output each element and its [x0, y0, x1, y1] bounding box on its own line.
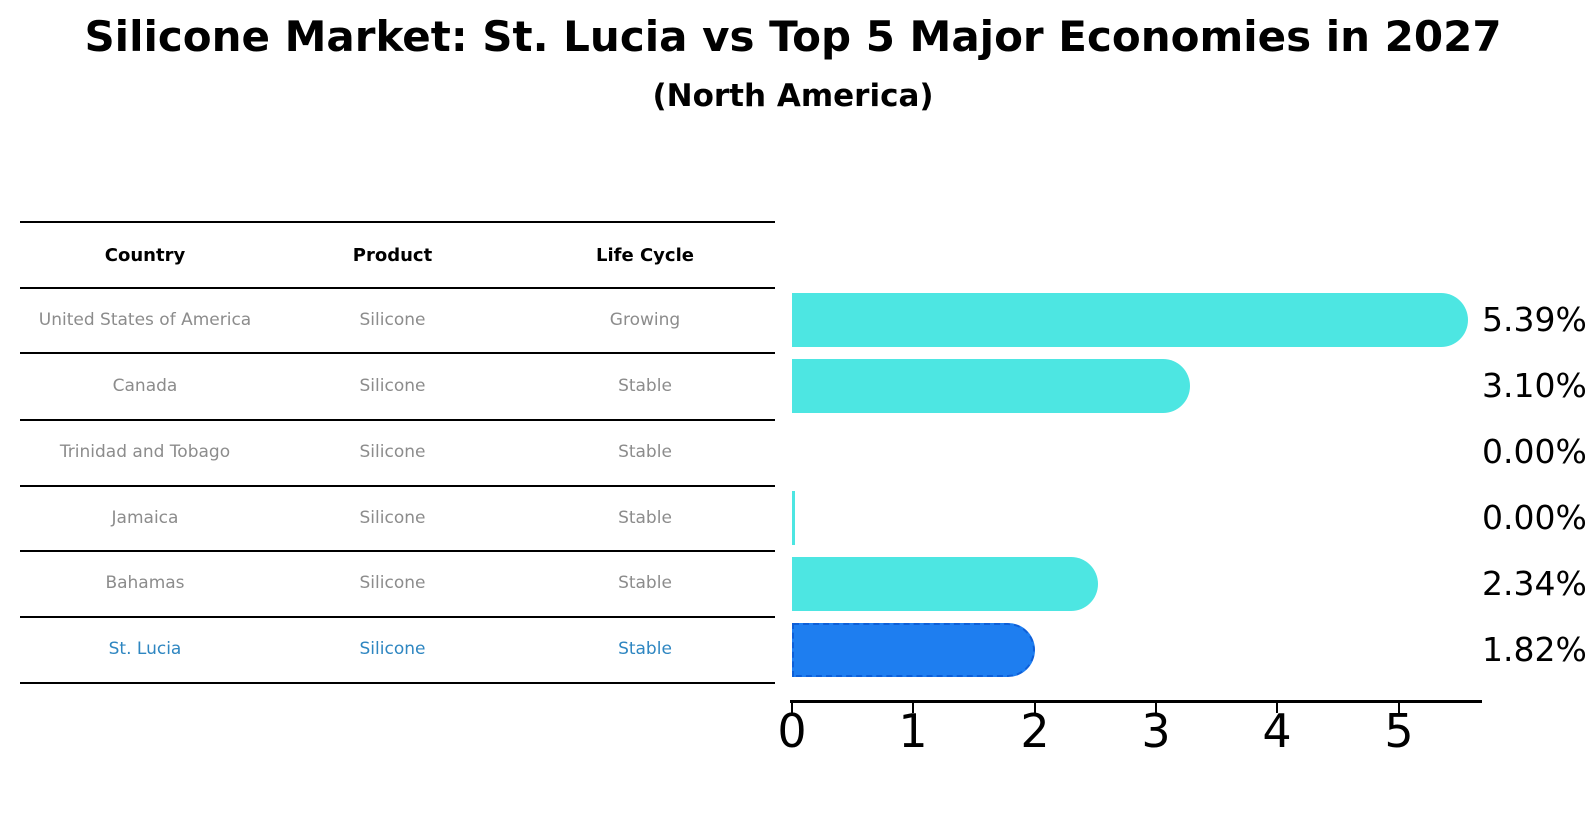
table-rule	[20, 287, 775, 289]
life-cycle-cell: Stable	[618, 375, 672, 396]
life-cycle-cell: Stable	[618, 507, 672, 528]
bar-value-label: 5.39%	[1482, 300, 1586, 339]
bar-value-label: 3.10%	[1482, 366, 1586, 405]
table-row-jamaica: Jamaica Silicone Stable	[20, 488, 775, 547]
table-rule	[20, 419, 775, 421]
table-rule	[20, 682, 775, 684]
life-cycle-cell: Stable	[618, 442, 672, 462]
x-axis-tick-label: 1	[898, 704, 928, 758]
table-rule	[20, 485, 775, 487]
bar-value-label: 1.82%	[1482, 630, 1586, 669]
x-axis-tick-label: 3	[1141, 704, 1171, 758]
bar-canada	[792, 359, 1190, 413]
country-cell: United States of America	[38, 310, 252, 330]
table-rule	[20, 221, 775, 223]
bar-value-label: 0.00%	[1482, 498, 1586, 537]
bar-value-label: 0.00%	[1482, 432, 1586, 471]
table-row-trinidad-and-tobago: Trinidad and Tobago Silicone Stable	[20, 422, 775, 482]
x-axis-line	[790, 700, 1482, 703]
life-cycle-cell: Stable	[618, 573, 672, 593]
x-axis-tick-label: 2	[1020, 704, 1050, 758]
life-cycle-cell: Growing	[609, 310, 681, 330]
country-cell: Bahamas	[105, 573, 185, 593]
chart-subtitle: (North America)	[652, 78, 934, 114]
x-axis-tick	[1276, 700, 1278, 713]
table-row-bahamas: Bahamas Silicone Stable	[20, 553, 775, 613]
product-cell: Silicone	[359, 310, 426, 330]
table-rule	[20, 352, 775, 354]
country-cell: Canada	[112, 375, 178, 396]
product-cell: Silicone	[359, 375, 426, 396]
table-row-canada: Canada Silicone Stable	[20, 355, 775, 416]
product-cell: Silicone	[359, 573, 426, 593]
table-row-st-lucia: St. Lucia Silicone Stable	[20, 619, 775, 679]
country-cell: St. Lucia	[108, 639, 182, 659]
product-cell: Silicone	[359, 639, 426, 659]
product-cell: Silicone	[359, 507, 426, 528]
bar-united-states	[792, 293, 1468, 347]
table-rule	[20, 616, 775, 618]
table-header-country: Country	[104, 244, 186, 266]
table-header-row: Country Product Life Cycle	[20, 226, 775, 284]
country-cell: Jamaica	[111, 507, 179, 528]
product-cell: Silicone	[359, 442, 426, 462]
life-cycle-cell: Stable	[618, 639, 672, 659]
bar-st-lucia	[792, 623, 1035, 677]
table-row-united-states: United States of America Silicone Growin…	[20, 290, 775, 350]
bar-value-label: 2.34%	[1482, 564, 1586, 603]
table-header-life-cycle: Life Cycle	[596, 244, 694, 266]
x-axis-tick-label: 0	[777, 704, 807, 758]
x-axis-tick-label: 4	[1262, 704, 1292, 758]
x-axis-tick	[1034, 700, 1036, 713]
bar-bahamas	[792, 557, 1098, 611]
x-axis-tick-label: 5	[1384, 704, 1414, 758]
bar-jamaica	[792, 491, 795, 545]
x-axis-tick	[791, 700, 793, 713]
x-axis-tick	[1398, 700, 1400, 713]
chart-title: Silicone Market: St. Lucia vs Top 5 Majo…	[84, 12, 1502, 61]
x-axis-tick	[912, 700, 914, 713]
table-header-product: Product	[352, 244, 433, 266]
country-cell: Trinidad and Tobago	[59, 442, 231, 462]
table-rule	[20, 550, 775, 552]
x-axis-tick	[1155, 700, 1157, 713]
